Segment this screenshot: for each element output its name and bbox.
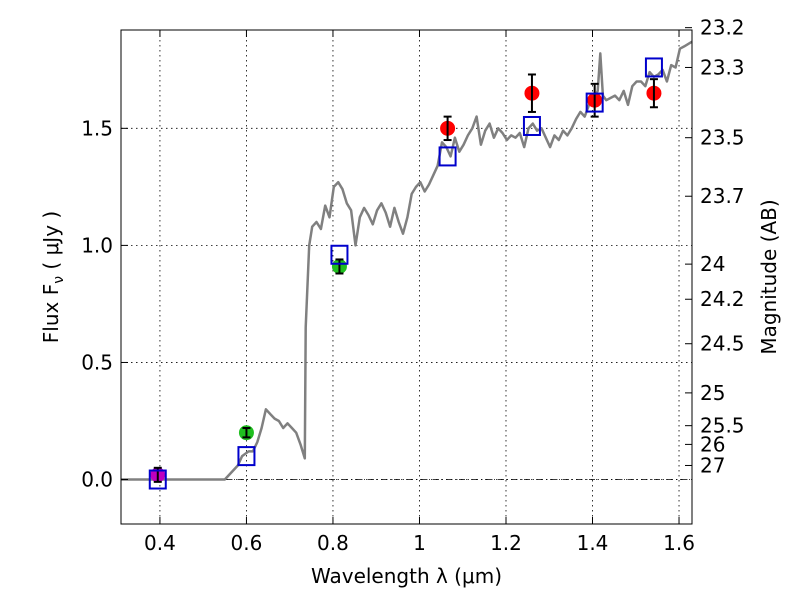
magnitude-tick-label: 24 [700, 252, 725, 276]
observed-points [150, 73, 662, 483]
model-photometry-box [585, 92, 604, 113]
x-axis-label: Wavelength λ (μm) [311, 564, 502, 588]
magnitude-tick-label: 23.2 [700, 16, 745, 40]
template-spectrum-line [121, 40, 693, 481]
magnitude-tick-label: 24.2 [700, 287, 745, 311]
x-tick-label: 0.8 [317, 531, 349, 555]
x-tick-label: 1.4 [577, 531, 609, 555]
y-axis-label: Flux Fν ( μJy ) [39, 211, 67, 343]
model-photometry-boxes [148, 57, 663, 490]
model-photometry-box [148, 469, 167, 490]
y-tick-label: 1.5 [81, 116, 113, 140]
y-tick-label: 1.0 [81, 233, 113, 257]
magnitude-tick-label: 26 [700, 432, 725, 456]
plot-frame [120, 29, 693, 525]
model-photometry-box [644, 57, 663, 78]
right-axis-label: Magnitude (AB) [757, 199, 781, 354]
x-tick-label: 1.2 [490, 531, 522, 555]
model-photometry-box [330, 244, 349, 265]
magnitude-tick-label: 23.3 [700, 55, 745, 79]
x-tick-label: 1 [413, 531, 426, 555]
axis-ticks: 0.4 0.6 0.8 1 1.2 1.4 1.6 0.0 0.5 1.0 1.5 23.2 23.3 2… [81, 16, 744, 555]
y-tick-label: 0.0 [81, 468, 113, 492]
magnitude-tick-label: 24.5 [700, 332, 745, 356]
model-photometry-box [237, 446, 256, 467]
magnitude-tick-label: 23.5 [700, 126, 745, 150]
x-tick-label: 1.6 [663, 531, 695, 555]
model-photometry-box [522, 115, 541, 136]
magnitude-tick-label: 25.5 [700, 414, 745, 438]
magnitude-tick-label: 27 [700, 453, 725, 477]
model-photometry-box [438, 146, 457, 167]
x-tick-label: 0.6 [231, 531, 263, 555]
magnitude-tick-label: 23.7 [700, 184, 745, 208]
x-tick-label: 0.4 [144, 531, 176, 555]
y-tick-label: 0.5 [81, 350, 113, 374]
grid-lines [121, 30, 692, 524]
magnitude-tick-label: 25 [700, 381, 725, 405]
